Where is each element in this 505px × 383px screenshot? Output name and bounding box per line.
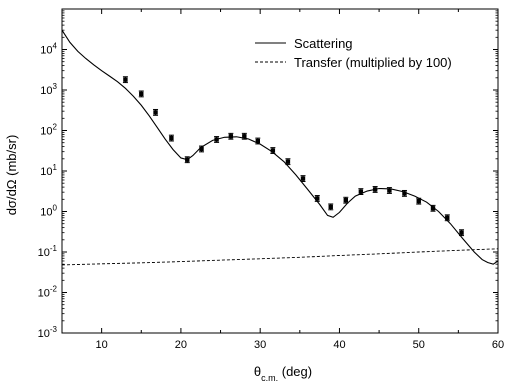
data-marker bbox=[255, 138, 261, 144]
x-tick-label: 40 bbox=[333, 339, 345, 351]
data-point bbox=[138, 90, 144, 98]
y-tick-label: 10-1 bbox=[38, 244, 58, 259]
data-point bbox=[153, 108, 159, 116]
y-tick-label: 100 bbox=[40, 204, 57, 219]
data-marker bbox=[445, 215, 450, 220]
data-point bbox=[300, 175, 306, 182]
y-tick-label: 10-2 bbox=[38, 285, 58, 300]
y-tick-label: 10-3 bbox=[38, 325, 58, 340]
data-point bbox=[386, 187, 392, 194]
x-tick-label: 50 bbox=[413, 339, 425, 351]
data-marker bbox=[153, 110, 158, 115]
data-point bbox=[401, 189, 407, 197]
data-marker bbox=[343, 198, 348, 203]
data-marker bbox=[285, 159, 291, 164]
plot-area bbox=[62, 29, 498, 266]
data-point bbox=[444, 214, 450, 222]
data-marker bbox=[358, 189, 364, 194]
data-marker bbox=[199, 146, 204, 152]
data-marker bbox=[169, 135, 174, 141]
axes: 10 20 30 40 50 60 10-3 10-2 10-1 100 101 102 103 104 bbox=[38, 8, 504, 351]
data-point bbox=[270, 147, 276, 154]
x-tick-label: 30 bbox=[254, 339, 266, 351]
data-point bbox=[459, 229, 465, 237]
data-point bbox=[372, 186, 378, 193]
data-point bbox=[214, 136, 220, 143]
y-tick-label: 101 bbox=[40, 163, 57, 178]
series-line-transfer bbox=[62, 248, 498, 266]
data-marker bbox=[402, 191, 407, 196]
y-tick-label: 103 bbox=[40, 82, 57, 97]
data-point bbox=[168, 134, 174, 142]
data-point bbox=[416, 197, 422, 205]
data-point bbox=[358, 188, 364, 196]
data-point bbox=[122, 76, 128, 84]
data-point bbox=[184, 156, 190, 164]
data-marker bbox=[185, 157, 190, 162]
x-tick-label: 60 bbox=[492, 339, 504, 351]
data-marker bbox=[139, 91, 144, 97]
data-marker bbox=[214, 137, 219, 142]
data-point bbox=[255, 137, 261, 145]
data-marker bbox=[372, 187, 378, 192]
data-marker bbox=[328, 204, 333, 210]
data-point bbox=[328, 203, 334, 211]
data-marker bbox=[416, 198, 421, 204]
data-marker bbox=[242, 134, 247, 139]
x-tick-label: 20 bbox=[175, 339, 187, 351]
y-axis-label: dσ/dΩ (mb/sr) bbox=[4, 135, 19, 216]
x-tick-label: 10 bbox=[96, 339, 108, 351]
data-point bbox=[285, 158, 291, 166]
data-point bbox=[343, 196, 349, 204]
y-tick-label: 104 bbox=[40, 42, 57, 57]
data-point bbox=[228, 132, 234, 140]
x-axis-label: θc.m. (deg) bbox=[254, 364, 312, 383]
data-marker bbox=[123, 77, 128, 82]
data-marker bbox=[459, 230, 464, 235]
series-group bbox=[62, 29, 498, 266]
data-marker bbox=[228, 134, 234, 139]
data-marker bbox=[430, 206, 436, 211]
data-marker bbox=[315, 196, 320, 201]
data-marker bbox=[270, 148, 276, 153]
data-marker bbox=[300, 176, 306, 181]
legend-label: Transfer (multiplied by 100) bbox=[294, 55, 452, 70]
series-line-scattering bbox=[62, 29, 498, 265]
data-point bbox=[199, 145, 205, 153]
legend: Scattering Transfer (multiplied by 100) bbox=[255, 36, 452, 70]
data-marker bbox=[387, 188, 392, 193]
data-point bbox=[430, 204, 436, 212]
data-point bbox=[314, 195, 320, 202]
y-tick-label: 102 bbox=[40, 123, 57, 138]
legend-label: Scattering bbox=[294, 36, 353, 51]
data-point bbox=[241, 132, 247, 140]
